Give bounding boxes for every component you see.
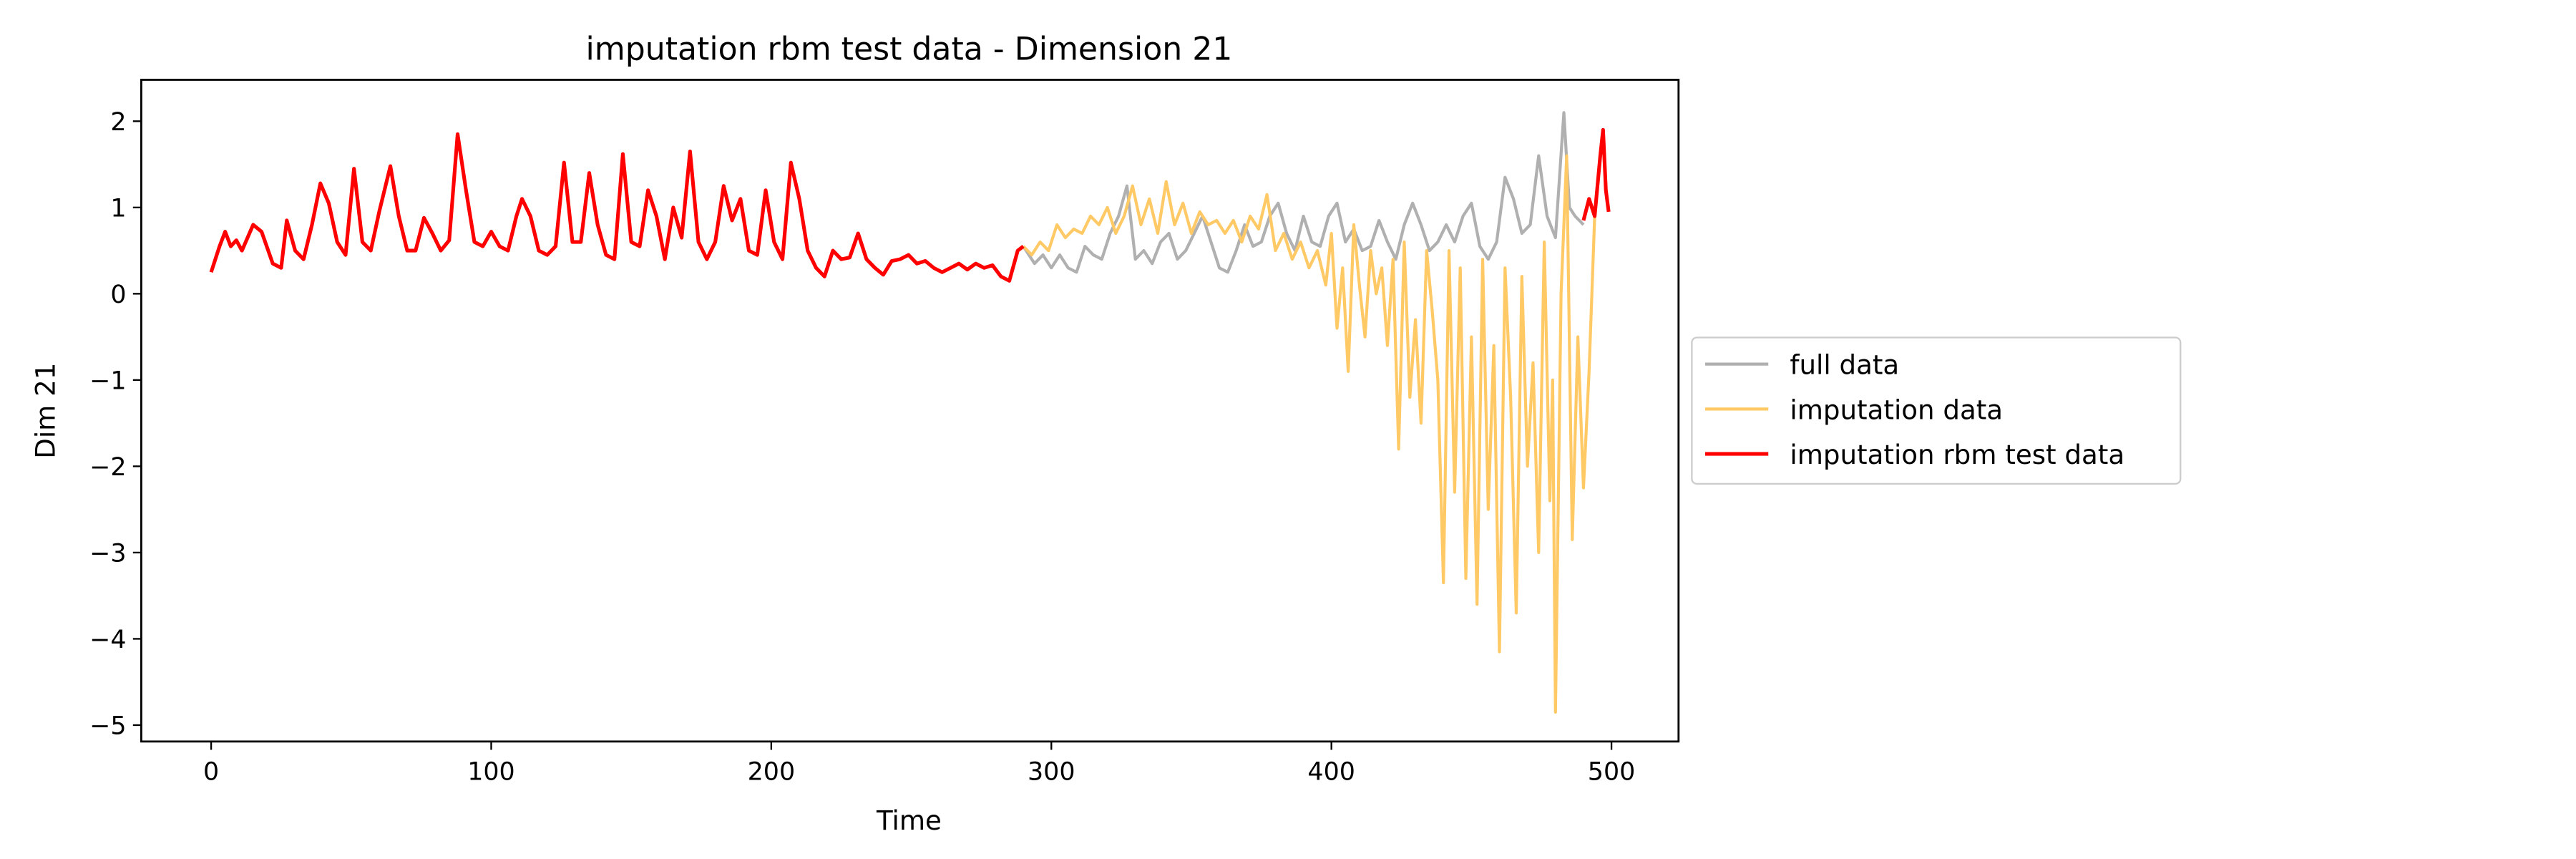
legend-label: imputation data — [1790, 394, 2003, 425]
legend-label: imputation rbm test data — [1790, 440, 2124, 470]
y-tick-label: 0 — [110, 281, 126, 309]
legend-label: full data — [1790, 350, 1899, 381]
x-tick-label: 100 — [467, 757, 514, 786]
x-tick-label: 500 — [1588, 757, 1635, 786]
data-line — [209, 127, 1611, 283]
chart-title: imputation rbm test data - Dimension 21 — [586, 31, 1233, 68]
x-tick-label: 300 — [1028, 757, 1075, 786]
plot-frame — [140, 79, 1680, 743]
x-tick-label: 200 — [748, 757, 795, 786]
x-axis-label: Time — [876, 805, 942, 836]
data-line — [1022, 154, 1596, 714]
y-tick-label: −4 — [89, 626, 126, 654]
y-tick-label: −5 — [89, 712, 126, 741]
y-tick-label: −1 — [89, 367, 126, 396]
x-tick-label: 400 — [1307, 757, 1355, 786]
y-tick-label: 1 — [110, 195, 126, 223]
y-tick-label: −2 — [89, 453, 126, 482]
legend-box — [1691, 336, 2182, 485]
y-tick-label: 2 — [110, 108, 126, 137]
data-line — [1022, 111, 1585, 274]
y-tick-label: −3 — [89, 540, 126, 568]
y-axis-label: Dim 21 — [31, 363, 62, 459]
x-tick-label: 0 — [203, 757, 219, 786]
